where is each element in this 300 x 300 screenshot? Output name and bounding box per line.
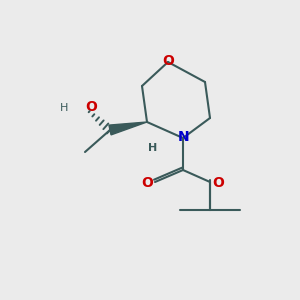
Text: O: O — [212, 176, 224, 190]
Text: O: O — [162, 54, 174, 68]
Text: H: H — [60, 103, 68, 113]
Text: N: N — [178, 130, 190, 144]
Text: O: O — [85, 100, 97, 114]
Polygon shape — [109, 122, 147, 135]
Text: O: O — [141, 176, 153, 190]
Text: H: H — [148, 143, 158, 153]
